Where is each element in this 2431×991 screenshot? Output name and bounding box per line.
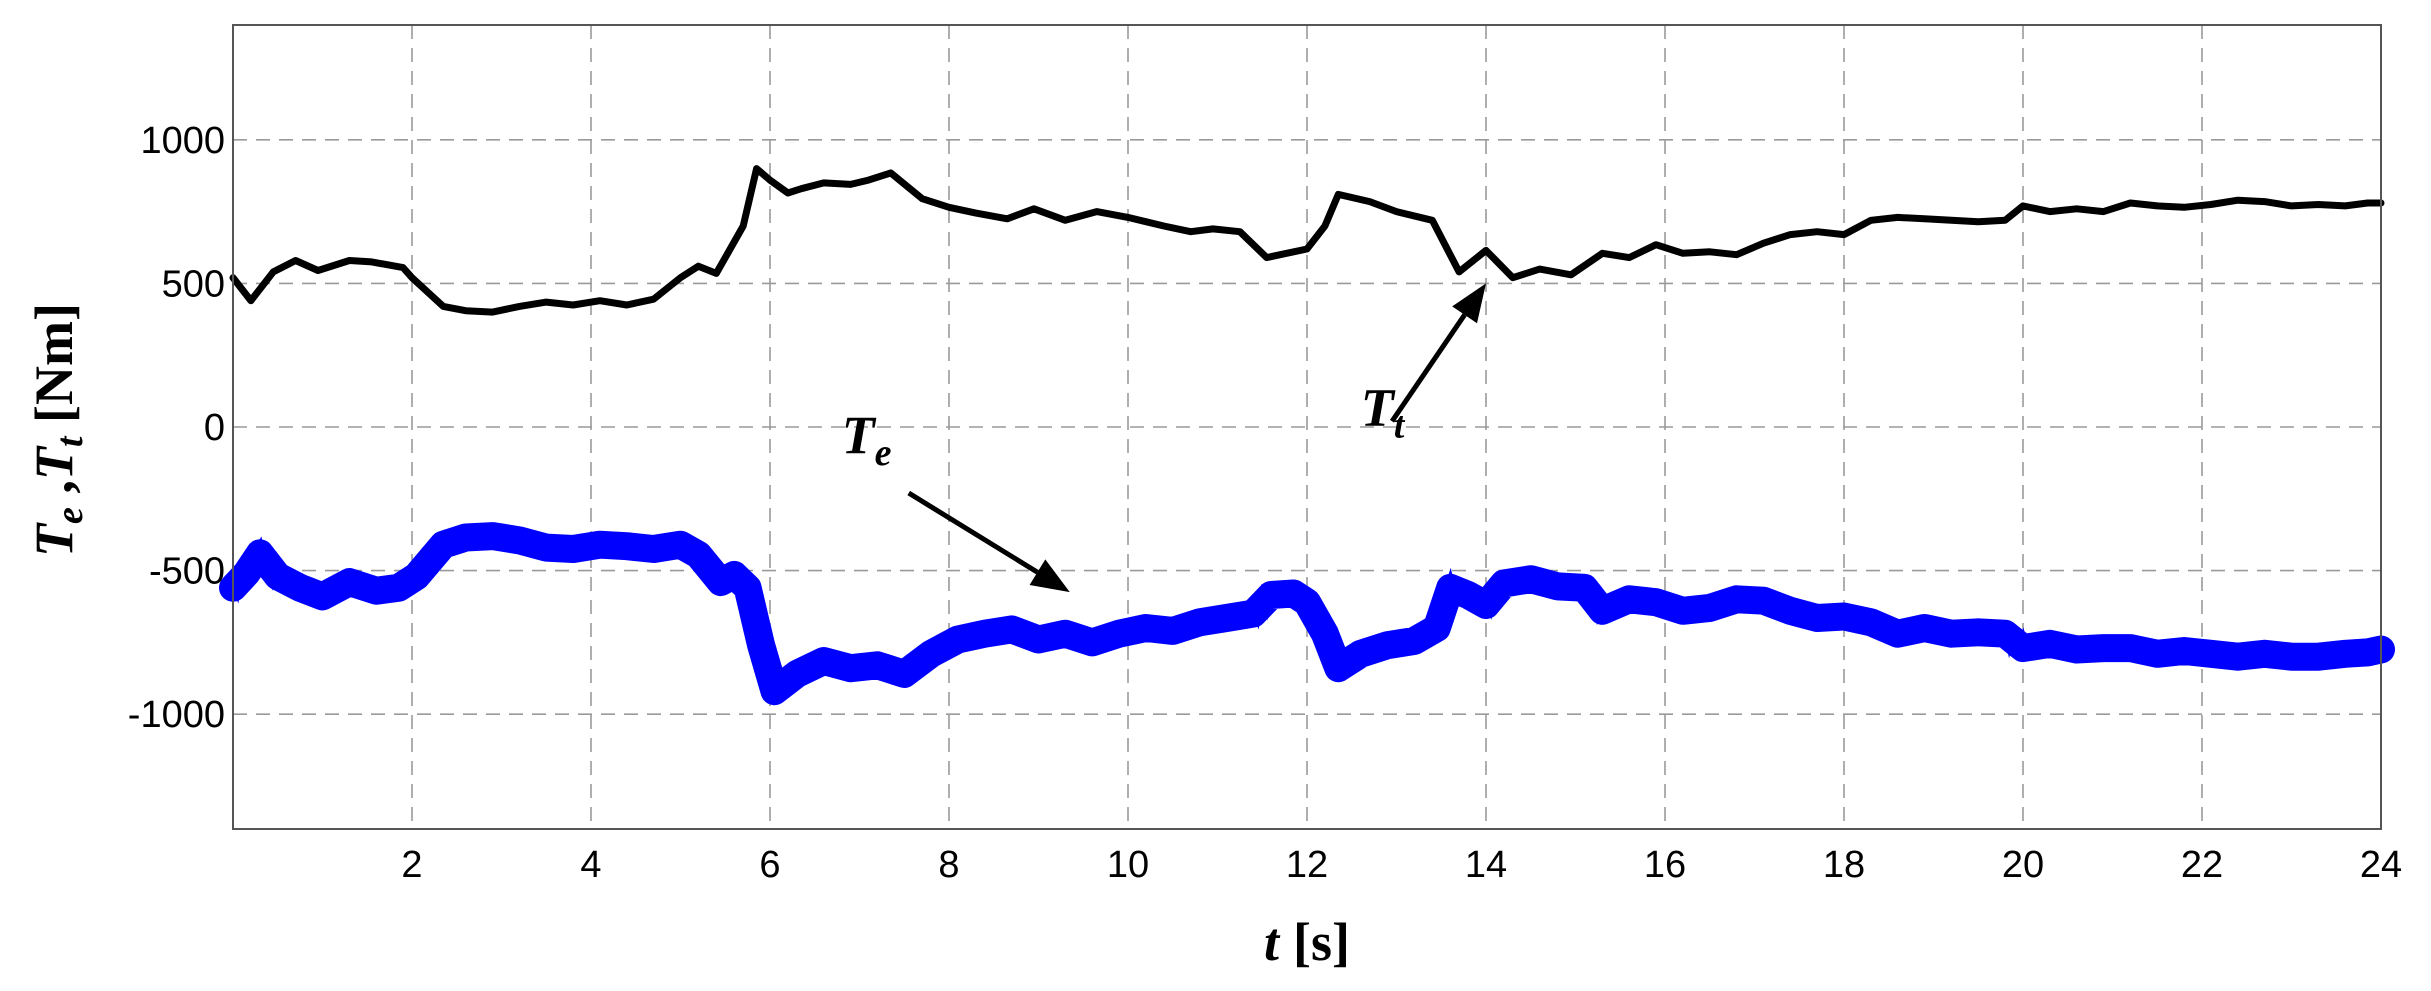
x-tick-label: 24: [2360, 844, 2402, 886]
x-axis-ticks: 2 4 6 8 10 12 14 16 18 20 22 24: [401, 844, 2402, 886]
annotation-arrow-shaft: [1389, 313, 1467, 423]
x-tick-label: 8: [938, 844, 959, 886]
x-tick-label: 2: [401, 844, 422, 886]
annotation-arrow-shaft: [907, 490, 1039, 575]
annotation-arrow-head: [1452, 283, 1486, 324]
annotation-var: T: [842, 405, 877, 465]
grid: [233, 25, 2381, 829]
series-0-line: [229, 165, 2385, 316]
x-tick-label: 6: [759, 844, 780, 886]
x-tick-label: 22: [2181, 844, 2223, 886]
x-tick-label: 4: [580, 844, 601, 886]
series-1-ripple: [230, 523, 2380, 699]
annotation-sub: e: [875, 432, 892, 474]
y-axis-var1: T: [24, 522, 84, 557]
y-axis-sep: ,: [24, 480, 84, 507]
y-tick-label: 1000: [140, 120, 225, 162]
x-axis-title: t [s]: [1264, 912, 1350, 972]
x-tick-label: 10: [1107, 844, 1149, 886]
y-tick-label: -1000: [128, 694, 225, 736]
annotations: Te Tt: [842, 283, 1486, 593]
y-axis-var2: T: [24, 445, 84, 480]
y-axis-title: Te ,Tt [Nm]: [24, 303, 91, 557]
x-axis-var: t: [1264, 912, 1281, 972]
series-layer: [219, 165, 2395, 706]
x-tick-label: 20: [2002, 844, 2044, 886]
y-axis-sub1: e: [49, 507, 91, 524]
x-axis-unit: [s]: [1293, 912, 1350, 972]
y-tick-label: -500: [149, 551, 225, 593]
x-tick-label: 16: [1644, 844, 1686, 886]
annotation-label: Tt: [1361, 378, 1406, 447]
annotation-var: T: [1361, 378, 1396, 438]
x-tick-label: 12: [1286, 844, 1328, 886]
y-tick-label: 0: [204, 407, 225, 449]
plot-frame: [232, 24, 2382, 830]
y-axis-unit: [Nm]: [24, 303, 84, 436]
annotation-arrow-head: [1029, 559, 1070, 593]
y-axis-sub2: t: [49, 435, 91, 447]
annotation-label: Te: [842, 405, 892, 474]
y-axis-ticks: 1000 500 0 -500 -1000: [128, 120, 225, 736]
y-tick-label: 500: [162, 263, 225, 305]
x-tick-label: 18: [1823, 844, 1865, 886]
x-tick-label: 14: [1465, 844, 1507, 886]
